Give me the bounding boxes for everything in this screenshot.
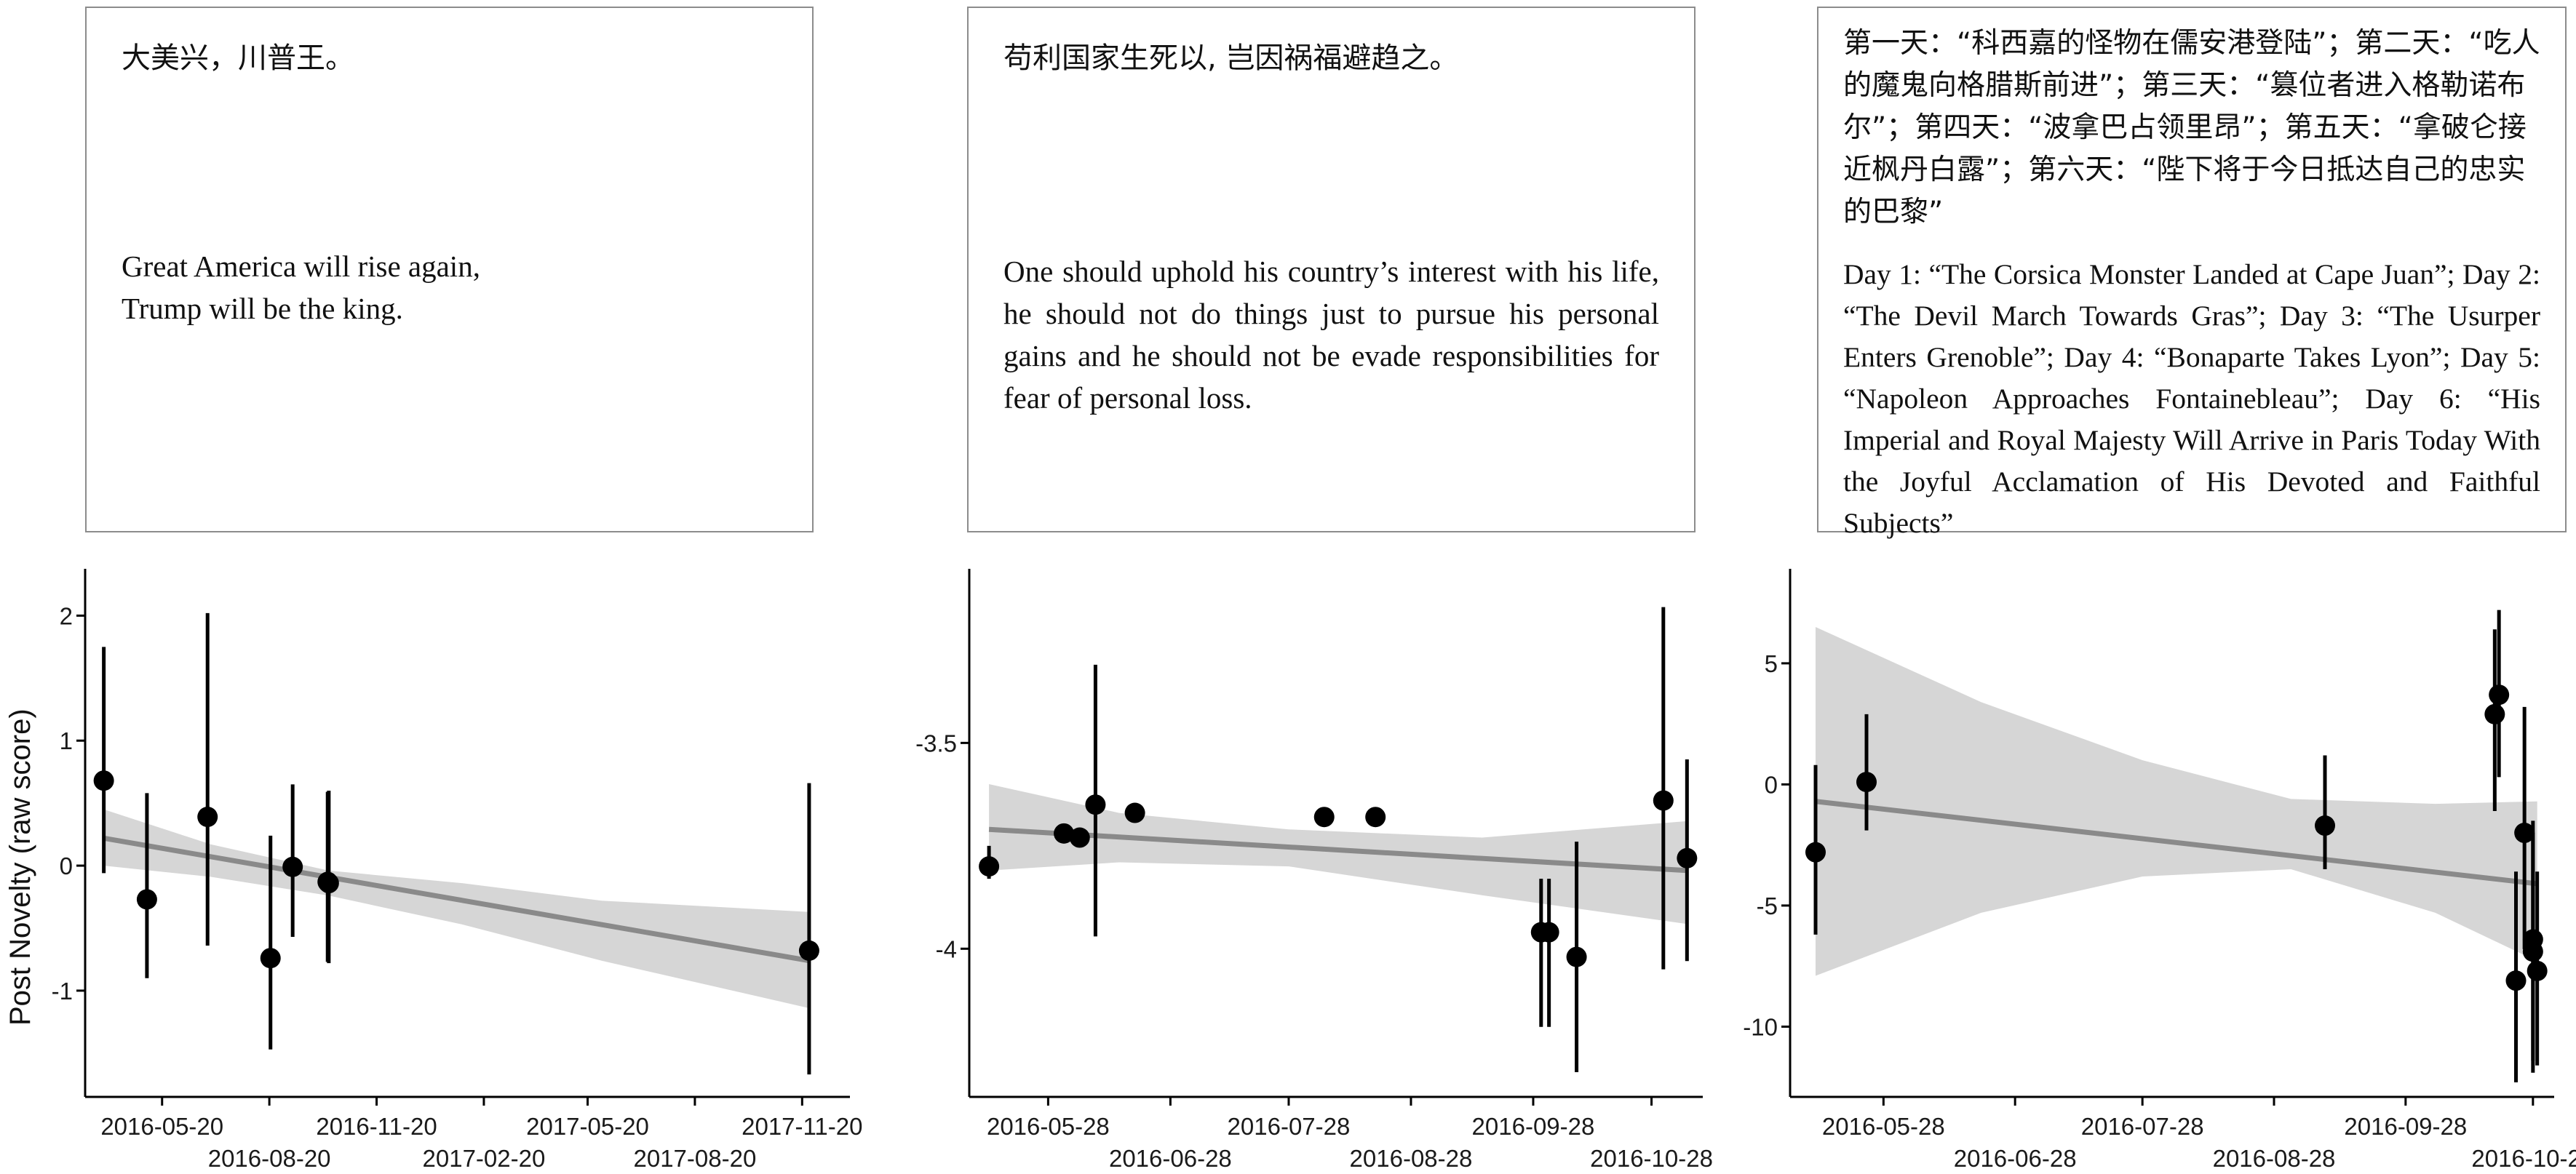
confidence-band [103,809,809,1008]
data-point [1054,823,1075,844]
data-point [1566,946,1587,967]
x-tick-label: 2016-07-28 [2081,1113,2204,1140]
x-tick-label: 2016-06-28 [1954,1145,2077,1172]
chart-2: -3.5 -4 2016-05-28 2016-06-28 2016-07-28 2016… [915,569,1713,1172]
x-tick-label: 2016-05-28 [987,1113,1110,1140]
data-point [1313,807,1335,828]
data-point [318,873,339,894]
data-point [2522,941,2543,962]
data-point [1085,794,1106,815]
data-point [1677,847,1698,868]
quote-box-3: 第一天：“科西嘉的怪物在儒安港登陆”；第二天：“吃人的魔鬼向格腊斯前进”；第三天… [1817,7,2567,539]
trend-line [103,835,810,964]
quote-english-1: Great America will rise again, Trump wil… [122,249,480,325]
chart-1: -1 0 1 2 2016-05-20 2016-08-20 2016-11-20 2017-… [52,569,862,1172]
x-tick-label: 2016-09-28 [2344,1113,2467,1140]
y-tick-label: 0 [1765,771,1778,798]
data-point [1069,827,1090,848]
data-point [979,856,1000,877]
quote-chinese-3: 第一天：“科西嘉的怪物在儒安港登陆”；第二天：“吃人的魔鬼向格腊斯前进”；第三天… [1843,27,2540,228]
data-point [136,889,157,910]
y-tick-label: 1 [60,727,73,754]
data-point [282,856,303,877]
x-tick-label: 2016-08-20 [208,1145,331,1172]
y-tick-label: -3.5 [915,730,957,756]
x-tick-label: 2017-08-20 [634,1145,757,1172]
data-point [798,940,819,961]
x-tick-label: 2016-05-28 [1822,1113,1945,1140]
data-point [260,948,281,969]
data-point [2514,823,2535,844]
x-tick-label: 2016-11-20 [316,1113,437,1140]
data-point [1365,807,1386,828]
x-tick-label: 2016-08-28 [2213,1145,2336,1172]
y-tick-label: -1 [52,978,73,1005]
x-tick-label: 2016-08-28 [1350,1145,1473,1172]
data-point [1653,790,1674,811]
data-point [2489,684,2510,706]
x-tick-label: 2016-09-28 [1472,1113,1595,1140]
data-point [1538,922,1559,943]
data-point [2315,815,2335,836]
data-point [93,770,114,791]
y-tick-label: 2 [60,602,73,629]
x-tick-label: 2017-11-20 [742,1113,862,1140]
quote-box-1: 大美兴，川普王。 Great America will rise again, … [85,7,814,532]
quote-english-2: One should uphold his country’s interest… [1003,255,1659,415]
data-point [2484,703,2505,724]
x-tick-label: 2017-05-20 [526,1113,649,1140]
quote-english-3: Day 1: “The Corsica Monster Landed at Ca… [1843,258,2540,539]
x-tick-label: 2016-05-20 [100,1113,223,1140]
y-tick-label: -10 [1743,1013,1778,1040]
x-tick-label: 2016-10-28 [2471,1145,2576,1172]
y-tick-label: -5 [1757,893,1778,919]
y-tick-label: 5 [1765,650,1778,677]
x-tick-label: 2016-07-28 [1228,1113,1351,1140]
data-point [2527,960,2548,981]
x-tick-label: 2016-10-28 [1590,1145,1713,1172]
data-point [1805,842,1826,863]
quote-chinese-2: 苟利国家生死以, 岂因祸福避趋之。 [1003,41,1459,75]
trend-line [988,826,1687,874]
confidence-band [1816,627,2537,976]
y-tick-label: 0 [60,852,73,879]
x-tick-label: 2016-06-28 [1109,1145,1232,1172]
trend-line [1815,799,2538,887]
confidence-band [989,784,1687,925]
data-point [1856,772,1877,793]
quote-chinese-1: 大美兴，川普王。 [122,41,354,75]
quote-box-2: 苟利国家生死以, 岂因祸福避趋之。 One should uphold his … [967,7,1696,532]
y-tick-label: -4 [936,935,957,962]
data-point [197,807,218,828]
data-point [2505,970,2527,991]
data-point [1124,802,1145,823]
x-tick-label: 2017-02-20 [423,1145,546,1172]
